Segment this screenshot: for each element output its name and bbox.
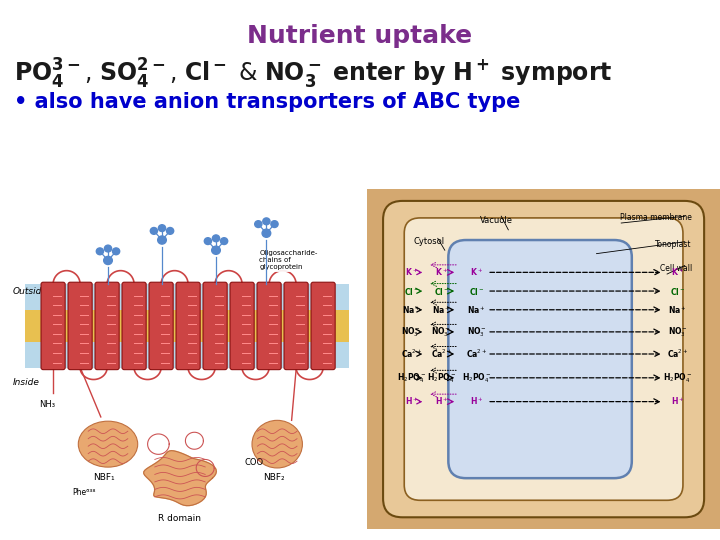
FancyBboxPatch shape	[449, 240, 632, 478]
Text: K$^+$: K$^+$	[435, 267, 448, 278]
Bar	[25, 284, 349, 310]
Text: Nutrient uptake: Nutrient uptake	[248, 24, 472, 48]
Text: Ca$^{2+}$: Ca$^{2+}$	[667, 348, 688, 360]
Text: NO$_3^-$: NO$_3^-$	[401, 325, 421, 339]
Circle shape	[271, 221, 278, 227]
Text: Cl$^-$: Cl$^-$	[433, 286, 449, 296]
Text: Na$^+$: Na$^+$	[402, 304, 420, 315]
Text: H$^+$: H$^+$	[405, 396, 418, 408]
Circle shape	[262, 229, 271, 237]
FancyBboxPatch shape	[68, 282, 92, 370]
Text: Inside: Inside	[13, 379, 40, 387]
Text: Na$^+$: Na$^+$	[467, 304, 486, 315]
Text: H$^+$: H$^+$	[470, 396, 483, 408]
Text: H$^+$: H$^+$	[671, 396, 685, 408]
Circle shape	[166, 227, 174, 234]
Text: Na$^+$: Na$^+$	[668, 304, 687, 315]
FancyBboxPatch shape	[404, 218, 683, 500]
Circle shape	[212, 235, 220, 242]
Text: Cytosol: Cytosol	[413, 237, 444, 246]
Text: H$_2$PO$_4^-$: H$_2$PO$_4^-$	[397, 371, 426, 384]
Text: Oligosaccharide-
chains of
glycoprotein: Oligosaccharide- chains of glycoprotein	[259, 250, 318, 270]
FancyBboxPatch shape	[383, 201, 704, 517]
FancyBboxPatch shape	[122, 282, 146, 370]
Text: NBF₂: NBF₂	[263, 473, 284, 482]
Text: • also have anion transporters of ABC type: • also have anion transporters of ABC ty…	[14, 92, 521, 112]
Circle shape	[104, 256, 112, 265]
Text: NH₃: NH₃	[40, 400, 55, 409]
Circle shape	[220, 238, 228, 245]
FancyBboxPatch shape	[7, 189, 367, 529]
FancyBboxPatch shape	[311, 282, 335, 370]
Text: Vacuole: Vacuole	[480, 216, 513, 225]
Text: H$_2$PO$_4^-$: H$_2$PO$_4^-$	[462, 371, 491, 384]
Circle shape	[263, 218, 270, 225]
FancyBboxPatch shape	[95, 282, 120, 370]
Text: NO$_3^-$: NO$_3^-$	[431, 325, 451, 339]
FancyBboxPatch shape	[41, 282, 65, 370]
FancyBboxPatch shape	[203, 282, 228, 370]
Text: K$^+$: K$^+$	[671, 267, 684, 278]
Text: NO$_3^-$: NO$_3^-$	[467, 325, 487, 339]
FancyBboxPatch shape	[353, 179, 720, 539]
Circle shape	[255, 221, 262, 227]
Circle shape	[212, 246, 220, 254]
Text: R domain: R domain	[158, 514, 202, 523]
Text: H$_2$PO$_4^-$: H$_2$PO$_4^-$	[663, 371, 693, 384]
Text: Cl$^-$: Cl$^-$	[469, 286, 485, 296]
Text: Plasma membrane: Plasma membrane	[620, 213, 692, 222]
Circle shape	[158, 225, 166, 232]
Text: H$^+$: H$^+$	[435, 396, 448, 408]
Circle shape	[158, 236, 166, 244]
FancyBboxPatch shape	[176, 282, 200, 370]
Text: K$^+$: K$^+$	[405, 267, 418, 278]
Circle shape	[204, 238, 212, 245]
Bar	[25, 310, 349, 342]
Text: Cl$^-$: Cl$^-$	[404, 286, 419, 296]
Text: Ca$^{2+}$: Ca$^{2+}$	[401, 348, 422, 360]
Text: COO: COO	[245, 457, 264, 467]
Ellipse shape	[252, 420, 302, 468]
Text: Outside: Outside	[13, 287, 48, 295]
Text: K$^+$: K$^+$	[470, 267, 483, 278]
Circle shape	[96, 248, 104, 255]
FancyBboxPatch shape	[230, 282, 254, 370]
Text: H$_2$PO$_4^-$: H$_2$PO$_4^-$	[427, 371, 456, 384]
Circle shape	[104, 245, 112, 252]
Text: NBF₁: NBF₁	[94, 473, 115, 482]
FancyBboxPatch shape	[284, 282, 308, 370]
Polygon shape	[144, 451, 216, 505]
Text: $\bf{PO_4^{3-}}$, $\bf{SO_4^{2-}}$, $\bf{Cl^-}$ & $\bf{NO_3^-}$ $\bf{enter\ by\ : $\bf{PO_4^{3-}}$, $\bf{SO_4^{2-}}$, $\bf…	[14, 57, 613, 91]
Text: Phe⁶³⁸: Phe⁶³⁸	[72, 488, 95, 497]
Text: NO$_3^-$: NO$_3^-$	[667, 325, 688, 339]
Text: Cell wall: Cell wall	[660, 264, 692, 273]
Text: Tonoplast: Tonoplast	[655, 240, 692, 249]
Text: Na$^+$: Na$^+$	[432, 304, 451, 315]
Circle shape	[150, 227, 158, 234]
Ellipse shape	[78, 421, 138, 467]
Text: Ca$^{2+}$: Ca$^{2+}$	[431, 348, 452, 360]
Bar	[25, 342, 349, 368]
Circle shape	[112, 248, 120, 255]
FancyBboxPatch shape	[257, 282, 282, 370]
Text: Cl$^-$: Cl$^-$	[670, 286, 685, 296]
FancyBboxPatch shape	[149, 282, 173, 370]
Text: Ca$^{2+}$: Ca$^{2+}$	[466, 348, 487, 360]
